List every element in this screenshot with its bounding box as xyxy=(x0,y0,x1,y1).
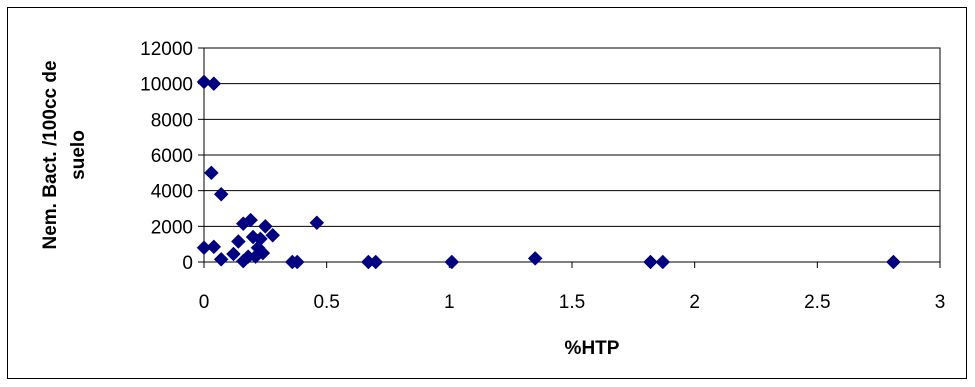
data-point xyxy=(243,212,258,228)
data-point xyxy=(206,76,222,92)
x-tick-label: 0 xyxy=(199,292,210,313)
data-point xyxy=(368,254,384,270)
data-point xyxy=(257,218,273,234)
data-point xyxy=(196,74,212,90)
x-tick-label: 3 xyxy=(935,292,946,313)
y-tick-label: 8000 xyxy=(151,110,193,131)
x-axis-ticks: 0 0.5 1 1.5 2 2.5 3 xyxy=(199,262,946,313)
data-point xyxy=(213,251,229,267)
y-tick-label: 0 xyxy=(182,253,193,274)
gridlines xyxy=(204,47,940,227)
data-point xyxy=(444,254,460,270)
chart-frame xyxy=(7,7,967,379)
x-tick-label: 2.5 xyxy=(804,292,830,313)
x-tick-label: 0.5 xyxy=(313,292,339,313)
data-point xyxy=(643,254,658,270)
y-tick-label: 2000 xyxy=(151,217,193,238)
data-point xyxy=(289,254,305,270)
data-point xyxy=(527,251,543,266)
data-point xyxy=(230,234,246,249)
x-tick-label: 2 xyxy=(689,292,700,313)
data-point xyxy=(886,254,901,270)
y-tick-label: 10000 xyxy=(140,75,193,96)
data-point xyxy=(309,215,325,231)
data-point xyxy=(265,227,281,243)
y-axis-title: Nem. Bact. /100cc de suelo xyxy=(40,60,89,249)
y-tick-label: 12000 xyxy=(140,39,193,60)
data-point xyxy=(226,246,241,262)
y-tick-label: 6000 xyxy=(151,146,193,167)
y-axis-title-line: suelo xyxy=(68,130,89,180)
y-axis-title-line: Nem. Bact. /100cc de xyxy=(40,60,61,249)
y-tick-label: 4000 xyxy=(151,182,193,203)
data-point xyxy=(255,245,271,261)
x-axis-title: %HTP xyxy=(565,338,620,359)
data-point xyxy=(213,186,229,202)
data-points xyxy=(196,74,901,270)
y-axis-ticks: 0 2000 4000 6000 8000 10000 12000 xyxy=(140,39,204,274)
x-tick-label: 1 xyxy=(444,292,455,313)
data-point xyxy=(206,239,222,255)
data-point xyxy=(655,254,671,270)
data-point xyxy=(253,231,268,247)
data-point xyxy=(204,165,219,181)
x-tick-label: 1.5 xyxy=(559,292,585,313)
